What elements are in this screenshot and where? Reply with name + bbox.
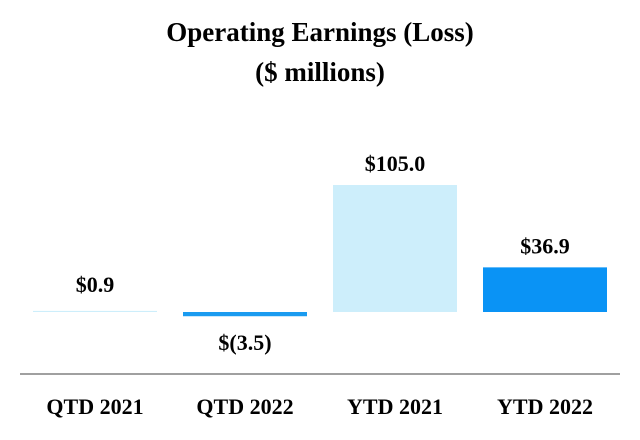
data-label: $105.0 [365,151,426,176]
chart-title: Operating Earnings (Loss) [166,17,474,47]
x-tick-label: QTD 2021 [46,394,143,419]
bar-qtd-2022 [183,312,307,317]
bar-ytd-2021 [333,185,457,312]
data-label: $0.9 [76,272,115,297]
chart-subtitle: ($ millions) [255,57,385,87]
x-tick-label: YTD 2022 [497,394,593,419]
data-label: $(3.5) [218,330,271,355]
bar-ytd-2022 [483,267,607,312]
bar-qtd-2021 [33,310,157,312]
x-tick-label: YTD 2021 [347,394,443,419]
x-tick-label: QTD 2022 [196,394,293,419]
data-label: $36.9 [520,233,570,258]
